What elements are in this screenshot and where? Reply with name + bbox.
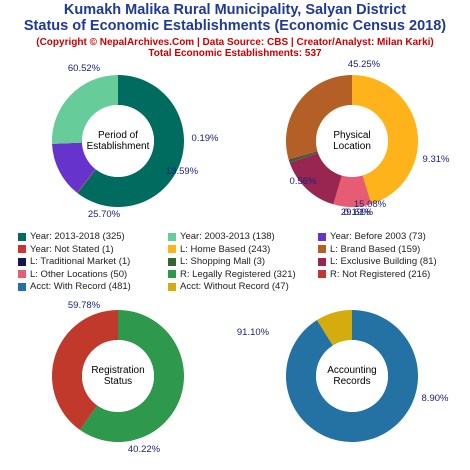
legend-label: L: Exclusive Building (81)	[330, 256, 437, 267]
legend-item: Year: Before 2003 (73)	[318, 231, 426, 242]
donut-center-label: Records	[333, 376, 370, 387]
donut-slice	[286, 75, 352, 160]
slice-percent-label: 91.10%	[237, 327, 270, 338]
donut-center-label: Accounting	[327, 365, 376, 376]
legend-swatch	[168, 270, 176, 278]
slice-percent-label: 0.19%	[344, 207, 371, 218]
legend-swatch	[18, 282, 26, 291]
legend-label: Year: Before 2003 (73)	[330, 231, 426, 242]
donut-slice	[77, 75, 185, 207]
legend-item: Year: Not Stated (1)	[18, 244, 114, 255]
donut-slice	[288, 151, 319, 163]
legend-item: L: Traditional Market (1)	[18, 256, 130, 267]
slice-percent-label: 25.70%	[88, 209, 121, 220]
legend-swatch	[18, 270, 26, 278]
donut-slice	[288, 151, 318, 161]
slice-percent-label: 60.52%	[68, 63, 101, 74]
legend-label: Year: 2003-2013 (138)	[180, 231, 275, 242]
slice-percent-label: 29.61%	[341, 207, 374, 218]
legend-item: Acct: Without Record (47)	[168, 281, 289, 292]
donut-slice	[52, 310, 118, 430]
legend-swatch	[168, 257, 176, 266]
donut-center-label: Status	[104, 376, 132, 387]
legend-swatch	[318, 232, 326, 241]
copyright-line: (Copyright © NepalArchives.Com | Data So…	[36, 37, 434, 48]
legend-swatch	[318, 245, 326, 253]
legend-swatch	[18, 232, 26, 241]
legend-item: Year: 2003-2013 (138)	[168, 231, 275, 242]
legend-swatch	[318, 257, 326, 266]
legend-swatch	[168, 245, 176, 253]
chart-title-line2: Status of Economic Establishments (Econo…	[23, 18, 447, 34]
legend-swatch	[168, 282, 176, 291]
donut-center-label: Establishment	[87, 141, 150, 152]
donut-slice	[52, 142, 96, 193]
donut-slice	[316, 310, 352, 346]
donut-center-label: Period of	[98, 130, 138, 141]
legend-item: R: Not Registered (216)	[318, 269, 430, 280]
legend-label: Year: Not Stated (1)	[30, 243, 114, 255]
legend-label: R: Legally Registered (321)	[180, 268, 296, 280]
donut-slice	[289, 152, 342, 205]
slice-percent-label: 0.56%	[290, 176, 317, 187]
donut-hole	[316, 105, 388, 177]
donut-slice	[79, 310, 184, 442]
legend-label: Year: 2013-2018 (325)	[30, 231, 125, 242]
chart-title-line1: Kumakh Malika Rural Municipality, Salyan…	[63, 2, 407, 18]
legend-swatch	[168, 232, 176, 241]
donut-center-label: Registration	[91, 365, 144, 376]
legend-item: L: Home Based (243)	[168, 244, 270, 255]
legend-item: Acct: With Record (481)	[18, 281, 131, 292]
legend-item: L: Brand Based (159)	[318, 244, 420, 255]
legend-label: L: Shopping Mall (3)	[180, 256, 266, 267]
legend-label: R: Not Registered (216)	[330, 268, 431, 280]
legend-label: Acct: With Record (481)	[30, 281, 131, 292]
legend-item: Year: 2013-2018 (325)	[18, 231, 125, 242]
donut-slice	[333, 175, 372, 208]
legend-item: L: Other Locations (50)	[18, 269, 127, 280]
donut-slice	[285, 310, 418, 442]
slice-percent-label: 40.22%	[128, 444, 161, 455]
slice-percent-label: 0.19%	[192, 133, 219, 144]
legend-label: Acct: Without Record (47)	[180, 281, 289, 292]
legend-label: L: Other Locations (50)	[30, 268, 128, 280]
legend-swatch	[18, 257, 26, 266]
slice-percent-label: 45.25%	[348, 59, 381, 70]
slice-percent-label: 9.31%	[423, 154, 450, 165]
donut-slice	[352, 75, 418, 205]
donut-slice	[52, 75, 118, 144]
donut-hole	[82, 340, 154, 412]
donut-center-label: Physical	[333, 130, 370, 141]
donut-hole	[82, 105, 154, 177]
donut-center-label: Location	[333, 141, 371, 152]
donut-hole	[316, 340, 388, 412]
slice-percent-label: 13.59%	[166, 166, 199, 177]
legend-label: L: Traditional Market (1)	[30, 256, 131, 267]
legend-item: L: Exclusive Building (81)	[318, 256, 437, 267]
legend-label: L: Home Based (243)	[180, 243, 271, 255]
legend-swatch	[318, 270, 326, 278]
slice-percent-label: 15.08%	[354, 199, 387, 210]
slice-percent-label: 8.90%	[422, 393, 449, 404]
legend-swatch	[18, 245, 26, 253]
donut-slice	[76, 169, 96, 194]
legend-label: L: Brand Based (159)	[330, 243, 421, 255]
legend-item: R: Legally Registered (321)	[168, 269, 296, 280]
slice-percent-label: 59.78%	[68, 300, 101, 311]
total-establishments: Total Economic Establishments: 537	[148, 48, 322, 59]
legend-item: L: Shopping Mall (3)	[168, 256, 265, 267]
